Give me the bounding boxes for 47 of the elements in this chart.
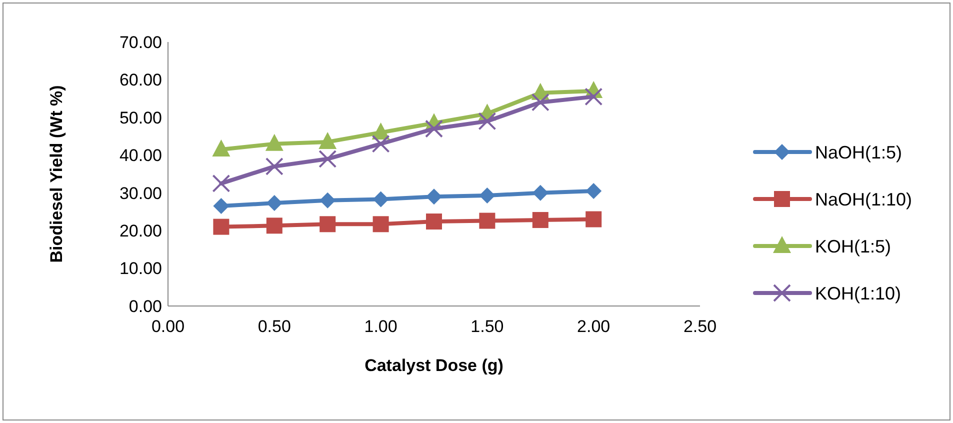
y-tick-label: 70.00 bbox=[119, 32, 162, 52]
legend-label: NaOH(1:10) bbox=[815, 189, 912, 210]
point bbox=[479, 212, 496, 229]
legend-label: NaOH(1:5) bbox=[815, 142, 902, 162]
point bbox=[213, 198, 230, 214]
y-tick-label: 60.00 bbox=[119, 70, 162, 90]
point bbox=[425, 120, 443, 138]
point bbox=[212, 139, 230, 156]
point bbox=[213, 218, 230, 235]
point bbox=[586, 182, 602, 199]
point bbox=[320, 216, 336, 232]
point bbox=[586, 211, 602, 228]
y-tick-label: 50.00 bbox=[119, 108, 162, 128]
point bbox=[265, 134, 284, 151]
point bbox=[478, 112, 496, 130]
point bbox=[532, 184, 548, 201]
point bbox=[320, 192, 336, 208]
x-tick-label: 1.00 bbox=[364, 317, 398, 336]
point bbox=[266, 195, 282, 212]
x-tick-label: 0.00 bbox=[151, 317, 185, 336]
x-tick-label: 2.00 bbox=[577, 317, 610, 336]
point bbox=[318, 132, 337, 149]
point bbox=[532, 212, 548, 228]
point bbox=[372, 134, 390, 153]
y-tick-label: 30.00 bbox=[119, 184, 162, 203]
legend-label: KOH(1:5) bbox=[815, 236, 892, 256]
point bbox=[479, 187, 496, 204]
x-tick-label: 1.50 bbox=[470, 317, 504, 336]
point bbox=[318, 150, 337, 168]
point bbox=[584, 88, 603, 106]
y-tick-label: 0.00 bbox=[128, 296, 162, 316]
x-axis-title: Catalyst Dose (g) bbox=[364, 356, 504, 375]
y-tick-label: 10.00 bbox=[119, 259, 162, 278]
x-tick-label: 2.50 bbox=[683, 317, 717, 336]
point bbox=[426, 188, 442, 205]
x-tick-label: 0.50 bbox=[258, 317, 291, 336]
point bbox=[266, 218, 282, 234]
y-tick-label: 40.00 bbox=[119, 146, 162, 166]
point bbox=[372, 216, 389, 232]
legend-label: KOH(1:10) bbox=[815, 283, 902, 304]
point bbox=[372, 191, 389, 208]
point bbox=[426, 214, 442, 230]
y-axis-title: Biodiesel Yield (Wt %) bbox=[47, 85, 66, 263]
y-tick-label: 20.00 bbox=[119, 222, 162, 241]
point bbox=[531, 93, 550, 112]
point bbox=[265, 157, 284, 176]
point bbox=[212, 174, 230, 192]
